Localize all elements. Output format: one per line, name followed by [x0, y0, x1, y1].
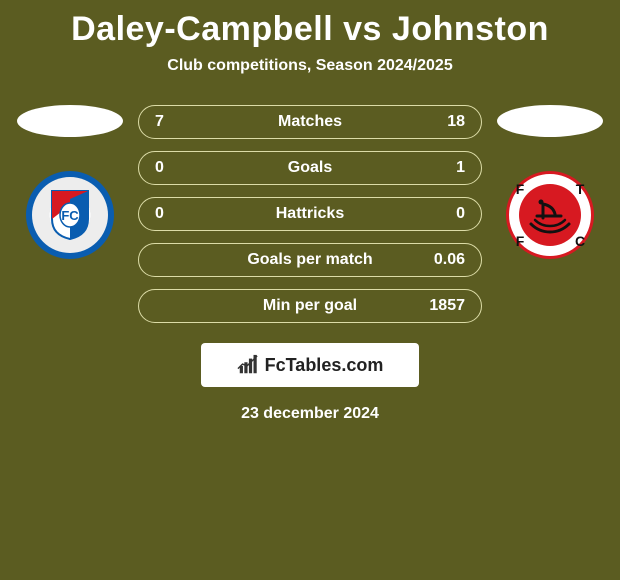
stat-right-value: 1857 — [409, 297, 465, 315]
page-title: Daley-Campbell vs Johnston — [0, 6, 620, 57]
player-right-avatar-placeholder — [497, 105, 603, 137]
stat-label: Hattricks — [211, 205, 409, 223]
stat-label: Matches — [211, 113, 409, 131]
stat-label: Min per goal — [211, 297, 409, 315]
club-crest-right: F F T C — [506, 171, 594, 259]
player-right-col: F F T C — [490, 105, 610, 259]
stat-right-value: 18 — [409, 113, 465, 131]
brand-watermark[interactable]: FcTables.com — [201, 343, 419, 387]
stat-left-value: 7 — [155, 113, 211, 131]
stat-row: Goals per match0.06 — [138, 243, 482, 277]
snapshot-date: 23 december 2024 — [0, 405, 620, 423]
stat-right-value: 0.06 — [409, 251, 465, 269]
stat-left-value: 0 — [155, 205, 211, 223]
stat-row: 0Hattricks0 — [138, 197, 482, 231]
club-crest-left: FC — [26, 171, 114, 259]
crest-right-ball — [519, 184, 581, 246]
stat-row: Min per goal1857 — [138, 289, 482, 323]
brand-text: FcTables.com — [265, 355, 384, 376]
svg-text:FC: FC — [61, 208, 79, 223]
stat-right-value: 0 — [409, 205, 465, 223]
stat-right-value: 1 — [409, 159, 465, 177]
stat-label: Goals per match — [211, 251, 409, 269]
season-subtitle: Club competitions, Season 2024/2025 — [0, 57, 620, 75]
player-left-avatar-placeholder — [17, 105, 123, 137]
stats-area: FC 7Matches180Goals10Hattricks0Goals per… — [0, 105, 620, 323]
trawler-icon — [519, 184, 581, 246]
stat-row: 0Goals1 — [138, 151, 482, 185]
comparison-card: Daley-Campbell vs Johnston Club competit… — [0, 0, 620, 423]
stat-row: 7Matches18 — [138, 105, 482, 139]
bar-chart-icon — [237, 354, 259, 376]
shield-icon: FC — [48, 189, 92, 241]
club-crest-right-inner: F F T C — [510, 175, 590, 255]
club-crest-left-inner: FC — [32, 177, 108, 253]
stat-label: Goals — [211, 159, 409, 177]
player-left-col: FC — [10, 105, 130, 259]
stat-left-value: 0 — [155, 159, 211, 177]
stats-list: 7Matches180Goals10Hattricks0Goals per ma… — [138, 105, 482, 323]
